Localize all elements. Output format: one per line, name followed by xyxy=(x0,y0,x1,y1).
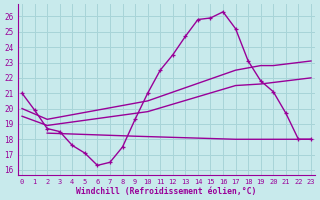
X-axis label: Windchill (Refroidissement éolien,°C): Windchill (Refroidissement éolien,°C) xyxy=(76,187,257,196)
